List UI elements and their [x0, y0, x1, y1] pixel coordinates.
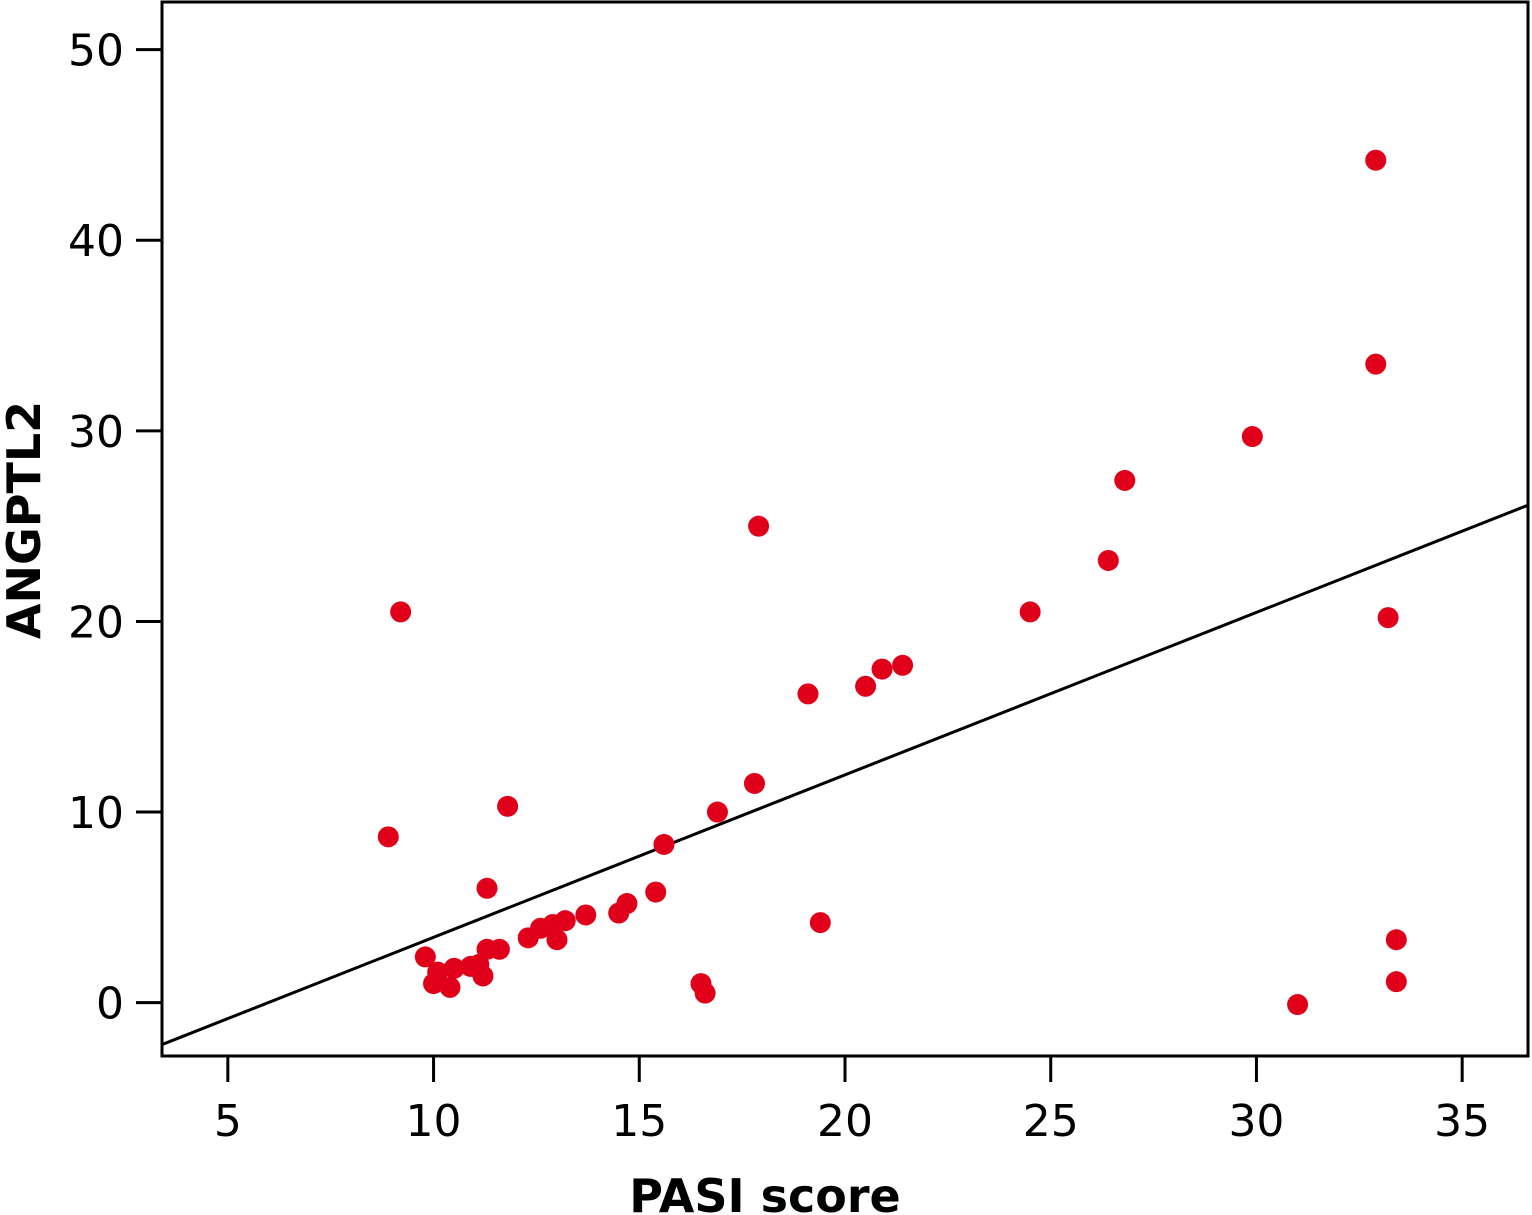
data-point — [1385, 971, 1407, 993]
data-point — [1365, 149, 1387, 171]
data-point — [645, 881, 667, 903]
data-point — [554, 910, 576, 932]
regression-line — [161, 503, 1529, 1046]
plot-area — [161, 149, 1529, 1046]
y-tick-label: 0 — [96, 979, 124, 1030]
data-point — [809, 912, 831, 934]
data-point — [706, 801, 728, 823]
y-tick-label: 40 — [68, 216, 124, 267]
x-tick-label: 35 — [1434, 1096, 1490, 1147]
data-point — [1114, 469, 1136, 491]
x-tick-label: 10 — [406, 1096, 462, 1147]
data-point — [1241, 426, 1263, 448]
data-point — [472, 965, 494, 987]
data-point — [414, 946, 436, 968]
data-point — [488, 938, 510, 960]
data-point — [616, 893, 638, 915]
x-tick-label: 25 — [1023, 1096, 1079, 1147]
data-point — [1287, 994, 1309, 1016]
data-point — [575, 904, 597, 926]
data-point — [476, 877, 498, 899]
data-point — [443, 957, 465, 979]
data-point — [871, 658, 893, 680]
data-point — [439, 976, 461, 998]
y-tick-label: 20 — [68, 597, 124, 648]
x-tick-label: 30 — [1228, 1096, 1284, 1147]
data-point — [1385, 929, 1407, 951]
x-tick-label: 5 — [214, 1096, 242, 1147]
data-point — [892, 654, 914, 676]
data-point — [427, 961, 449, 983]
x-axis-ticks: 5 10 15 20 25 30 35 — [214, 1056, 1490, 1147]
data-point — [546, 929, 568, 951]
y-axis-ticks: 0 10 20 30 40 50 — [68, 26, 162, 1030]
x-axis-label: PASI score — [629, 1169, 901, 1215]
data-point — [390, 601, 412, 623]
y-tick-label: 30 — [68, 407, 124, 458]
data-point — [1019, 601, 1041, 623]
y-tick-label: 50 — [68, 26, 124, 77]
data-point — [1365, 353, 1387, 375]
data-point — [855, 675, 877, 697]
plot-frame — [160, 0, 1530, 1058]
data-point — [797, 683, 819, 705]
data-point — [653, 833, 675, 855]
data-point — [694, 982, 716, 1004]
y-axis-label: ANGPTL2 — [0, 401, 51, 639]
y-tick-label: 10 — [68, 788, 124, 839]
data-point — [748, 515, 770, 537]
x-tick-label: 20 — [817, 1096, 873, 1147]
x-tick-label: 15 — [611, 1096, 667, 1147]
data-point — [497, 795, 519, 817]
data-point — [1097, 549, 1119, 571]
data-point — [1377, 607, 1399, 629]
data-point — [377, 826, 399, 848]
data-point — [743, 772, 765, 794]
